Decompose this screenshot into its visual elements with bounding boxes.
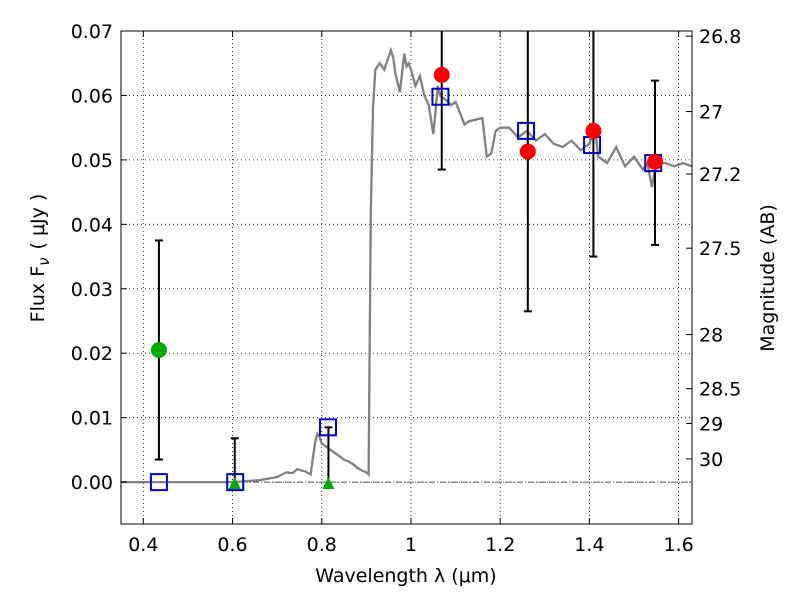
y-tick-label: 0.06 — [71, 85, 113, 107]
y2-tick-label: 27.2 — [699, 164, 741, 186]
x-tick-label: 1 — [405, 534, 417, 556]
model-spectrum-layer — [121, 46, 693, 484]
y2-tick-label: 26.8 — [699, 26, 741, 48]
y2-tick-label: 27 — [699, 102, 723, 124]
observed-flux-point — [646, 153, 663, 170]
y-tick-label: 0.07 — [71, 21, 113, 43]
y2-tick-label: 27.5 — [699, 238, 741, 260]
y2-tick-labels: 26.8 27 27.2 27.5 28 28.5 29 30 — [699, 26, 741, 471]
error-bars — [154, 31, 659, 487]
observed-flux-point — [585, 122, 602, 139]
y-tick-labels: 0.00 0.01 0.02 0.03 0.04 0.05 0.06 0.07 — [71, 21, 113, 494]
model-flux-square — [226, 473, 245, 492]
data-markers — [149, 66, 663, 492]
y-tick-label: 0.02 — [71, 343, 113, 365]
x-tick-label: 0.8 — [307, 534, 337, 556]
x-tick-label: 1.6 — [664, 534, 694, 556]
y-tick-label: 0.05 — [71, 150, 113, 172]
y-tick-label: 0.00 — [71, 472, 113, 494]
y-tick-label: 0.03 — [71, 279, 113, 301]
plot-frame — [120, 30, 693, 525]
y-tick-label: 0.04 — [71, 214, 113, 236]
y-axis-label-unit: ( μJy ) — [27, 194, 49, 250]
grid-lines — [121, 30, 692, 524]
x-tick-labels: 0.4 0.6 0.8 1 1.2 1.4 1.6 — [128, 534, 694, 556]
y-tick-label: 0.01 — [71, 408, 113, 430]
axis-ticks — [121, 30, 692, 524]
x-tick-label: 1.4 — [574, 534, 604, 556]
y-axis-label-main: Flux F — [27, 266, 49, 322]
y2-axis-label: Magnitude (AB) — [757, 204, 779, 352]
upper-limit-triangle — [228, 477, 241, 490]
y-axis-label-subscript: ν — [35, 257, 53, 265]
x-tick-label: 1.2 — [485, 534, 515, 556]
y2-tick-label: 28.5 — [699, 379, 741, 401]
low-sn-flux-point — [150, 342, 167, 358]
svg-text:Flux Fν( μJy ): Flux Fν ( μJy ) — [27, 194, 53, 323]
y2-tick-label: 30 — [699, 449, 723, 471]
x-axis-label: Wavelength λ (μm) — [315, 565, 496, 587]
observed-flux-point — [433, 66, 450, 83]
y2-tick-label: 28 — [699, 325, 723, 347]
model-flux-square — [517, 121, 536, 140]
model-flux-square — [318, 418, 337, 437]
y2-tick-label: 29 — [699, 413, 723, 435]
upper-limit-triangle — [322, 477, 335, 490]
y-axis-label: Flux Fν ( μJy ) — [27, 194, 53, 323]
model-spectrum-line — [121, 46, 693, 484]
x-tick-label: 0.4 — [128, 534, 158, 556]
x-tick-label: 0.6 — [217, 534, 247, 556]
observed-flux-point — [519, 143, 536, 160]
model-flux-square — [431, 87, 450, 106]
model-flux-square — [149, 473, 168, 492]
